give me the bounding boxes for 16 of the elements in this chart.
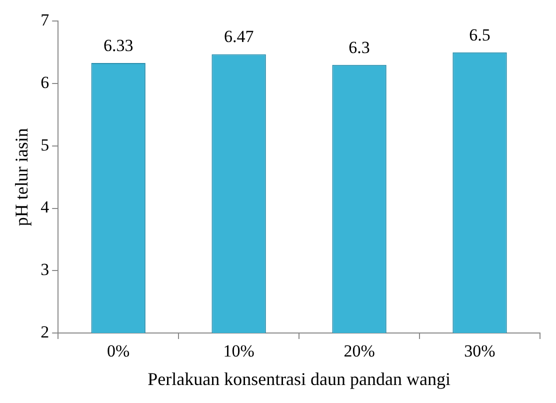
y-axis-title: pH telur iasin — [12, 128, 32, 226]
x-tick-label: 30% — [464, 342, 496, 361]
y-tick-label: 2 — [40, 322, 50, 342]
y-tick-label: 5 — [40, 135, 50, 154]
y-tick-label: 7 — [40, 10, 50, 30]
x-tick-label: 10% — [223, 342, 254, 361]
data-label: 6.33 — [103, 36, 134, 55]
y-tick-label: 3 — [40, 260, 50, 280]
x-axis-title: Perlakuan konsentrasi daun pandan wangi — [148, 368, 451, 389]
x-tick-label: 20% — [344, 342, 375, 361]
data-label: 6.47 — [224, 27, 254, 46]
data-label: 6.3 — [348, 38, 370, 57]
x-tick-label: 0% — [107, 342, 130, 361]
data-label: 6.5 — [469, 25, 490, 44]
y-tick-label: 4 — [40, 198, 50, 217]
y-tick-label: 6 — [40, 73, 50, 92]
